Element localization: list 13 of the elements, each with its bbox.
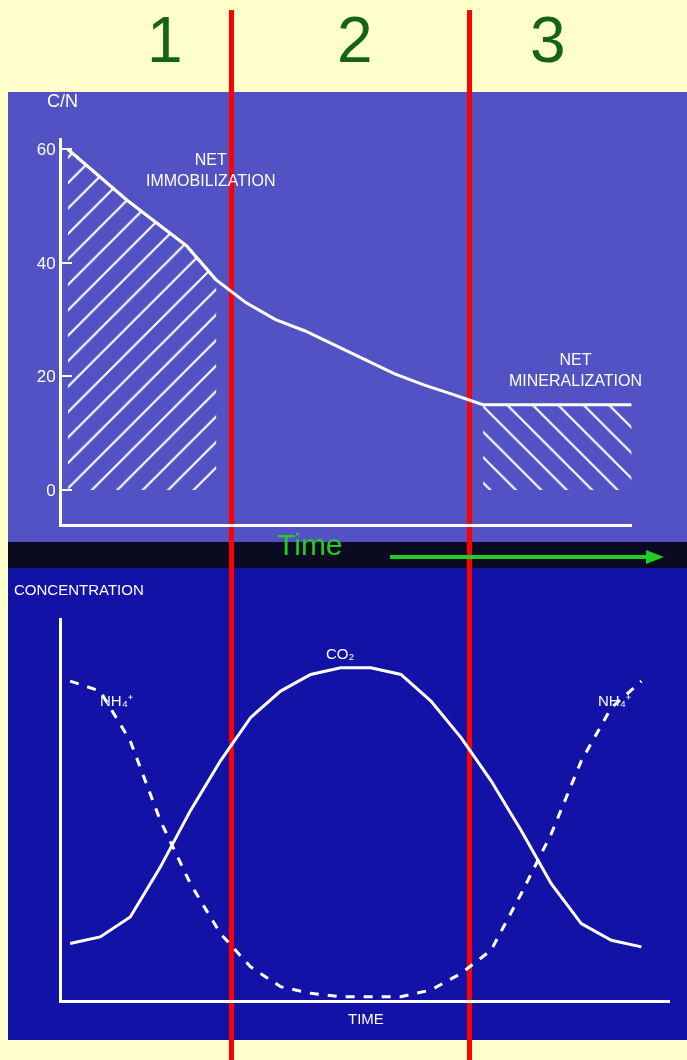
y-tick-label: 20 — [36, 367, 56, 387]
y-axis-title: C/N — [47, 91, 78, 111]
y-axis-title: CONCENTRATION — [14, 581, 144, 598]
x-axis-title: TIME — [348, 1010, 384, 1027]
y-tick-label: 40 — [36, 253, 56, 273]
series-label: CO₂ — [326, 645, 355, 662]
text: 3 — [530, 4, 566, 76]
text: 1 — [147, 4, 183, 76]
y-tick-label: 60 — [36, 140, 56, 160]
annotation: NET MINERALIZATION — [509, 351, 643, 389]
text: 2 — [337, 4, 373, 76]
y-tick-label: 0 — [46, 480, 56, 500]
text: NH₄⁺ — [598, 692, 631, 709]
